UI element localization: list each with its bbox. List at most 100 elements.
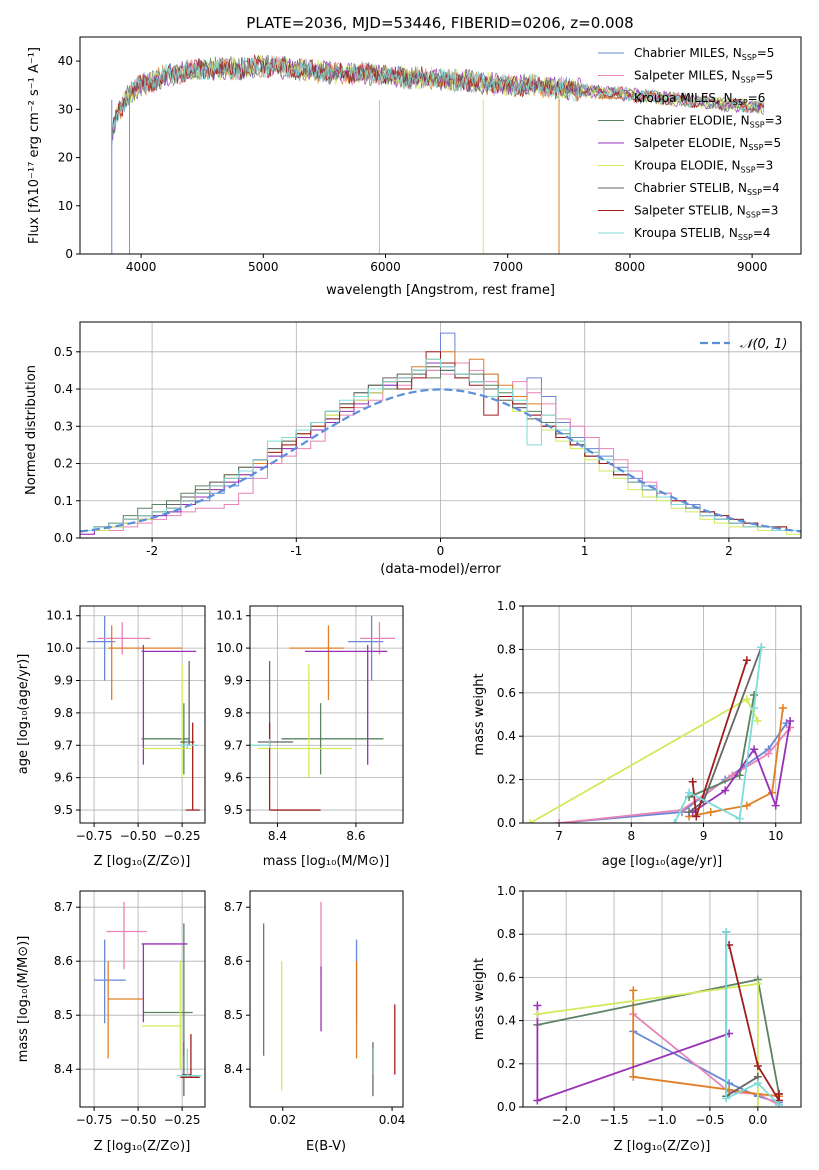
y-tick-label: 9.8 (54, 706, 73, 720)
legend-label: Salpeter ELODIE, NSSP=5 (634, 136, 781, 152)
weight-marker (692, 812, 701, 821)
legend-label: Chabrier ELODIE, NSSP=3 (634, 114, 782, 130)
x-tick-label: −0.75 (76, 829, 113, 843)
weight-marker (750, 703, 759, 712)
y-tick-label: 8.4 (54, 1062, 73, 1076)
legend-label: Kroupa ELODIE, NSSP=3 (634, 159, 773, 175)
y-tick-label: 9.8 (224, 706, 243, 720)
y-tick-label: 0.0 (497, 816, 516, 830)
y-tick-label: 0.4 (54, 382, 73, 396)
x-tick-label: 7000 (492, 260, 523, 274)
weight-marker (555, 819, 564, 823)
y-tick-label: 0.4 (497, 1014, 516, 1028)
legend-label: Salpeter STELIB, NSSP=3 (634, 204, 778, 220)
y-tick-label: 9.7 (224, 738, 243, 752)
weight-marker (786, 717, 795, 726)
y-tick-label: 8.6 (224, 954, 243, 968)
y-tick-label: 9.5 (54, 803, 73, 817)
x-tick-label: 0.0 (748, 1113, 767, 1127)
weight-marker (753, 717, 762, 726)
x-axis-label: Z [log₁₀(Z/Z⊙)] (614, 1139, 711, 1154)
legend-label: Salpeter MILES, NSSP=5 (634, 69, 773, 85)
x-tick-label: −1.0 (647, 1113, 676, 1127)
y-tick-label: 0.4 (497, 729, 516, 743)
weight-marker (753, 979, 762, 988)
panel-weight_vs_age: 7 8 9 10 0.0 0.2 0.4 0.6 0.8 1.0 age [log₁₀(age/yr… (472, 599, 802, 869)
y-tick-label: 8.7 (54, 900, 73, 914)
y-tick-label: 0 (65, 247, 73, 261)
x-tick-label: 7 (555, 829, 563, 843)
panel-weight_vs_Z: −2.0 −1.5 −1.0 −0.5 0.0 0.0 0.2 0.4 0.6 0.8 1.0 Z [… (472, 884, 802, 1154)
x-tick-label: −0.25 (164, 1113, 201, 1127)
y-axis-label: mass weight (472, 673, 487, 755)
plot-area (94, 901, 202, 1097)
axes-frame (79, 605, 206, 824)
x-axis-label: Z [log₁₀(Z/Z⊙)] (94, 854, 191, 869)
y-tick-label: 9.5 (224, 803, 243, 817)
normal-curve (80, 388, 801, 533)
plot-area (87, 615, 200, 811)
panel-mass_vs_ebv: 0.02 0.04 8.4 8.5 8.6 8.7 E(B-V) (224, 890, 406, 1154)
y-tick-label: 0.2 (497, 773, 516, 787)
y-tick-label: 9.6 (54, 771, 73, 785)
weight-marker (670, 819, 679, 823)
weight-marker (533, 1001, 542, 1010)
y-tick-label: 10.1 (46, 609, 73, 623)
x-tick-label: 9000 (737, 260, 768, 274)
x-tick-label: 6000 (370, 260, 401, 274)
x-tick-label: -2 (146, 544, 158, 558)
y-tick-label: 9.6 (224, 771, 243, 785)
y-axis-label: mass weight (472, 958, 487, 1040)
weight-line (673, 647, 763, 823)
y-tick-label: 0.0 (497, 1100, 516, 1114)
axes-frame (249, 890, 404, 1108)
y-tick-label: 30 (58, 102, 73, 116)
legend-label: Chabrier STELIB, NSSP=4 (634, 181, 780, 197)
spectrum-line (111, 54, 765, 134)
weight-marker (742, 656, 751, 665)
legend-label: Kroupa MILES, NSSP=6 (634, 91, 765, 107)
plot-area (250, 615, 396, 811)
y-tick-label: 9.9 (54, 673, 73, 687)
weight-marker (742, 695, 751, 704)
weight-line (559, 726, 791, 823)
x-tick-label: 10 (768, 829, 783, 843)
plot-area (80, 332, 801, 538)
weight-marker (742, 801, 751, 810)
x-tick-label: −2.0 (552, 1113, 581, 1127)
panel-mass_vs_Z: −0.75 −0.50 −0.25 8.4 8.5 8.6 8.7 Z [log₁₀(Z/Z⊙… (16, 890, 206, 1154)
weight-marker (685, 808, 694, 817)
weight-marker (750, 690, 759, 699)
x-tick-label: 2 (725, 544, 733, 558)
x-tick-label: -1 (290, 544, 302, 558)
legend-label: Kroupa STELIB, NSSP=4 (634, 226, 771, 242)
x-axis-label: mass [log₁₀(M/M⊙)] (263, 854, 390, 869)
x-axis-label: age [log₁₀(age/yr)] (602, 854, 723, 869)
histogram-kroupa-stelib (80, 358, 801, 538)
weight-marker (778, 703, 787, 712)
weight-marker (629, 986, 638, 995)
x-tick-label: 0.04 (379, 1113, 406, 1127)
y-tick-label: 0.8 (497, 927, 516, 941)
y-tick-label: 0.1 (54, 494, 73, 508)
weight-marker (735, 814, 744, 823)
weight-marker (706, 808, 715, 817)
panel-age_vs_mass: 8.4 8.6 9.5 9.6 9.7 9.8 9.9 10.0 10.1 mass [log₁₀… (216, 605, 404, 869)
y-tick-label: 0.3 (54, 419, 73, 433)
y-tick-label: 10.0 (46, 641, 73, 655)
y-tick-label: 40 (58, 54, 73, 68)
weight-marker (753, 1103, 762, 1107)
x-tick-label: 5000 (248, 260, 279, 274)
weight-marker (771, 801, 780, 810)
y-tick-label: 9.7 (54, 738, 73, 752)
spectrum-legend: Chabrier MILES, NSSP=5 Salpeter MILES, NS… (598, 46, 782, 242)
x-tick-label: −0.5 (695, 1113, 724, 1127)
x-tick-label: −0.50 (120, 1113, 157, 1127)
y-tick-label: 8.7 (224, 900, 243, 914)
y-tick-label: 0.2 (54, 457, 73, 471)
weight-marker (753, 1061, 762, 1070)
legend-label: 𝒩(0, 1) (740, 337, 787, 352)
axes-frame (79, 890, 206, 1108)
plot-area (526, 643, 795, 823)
weight-marker (757, 643, 766, 652)
